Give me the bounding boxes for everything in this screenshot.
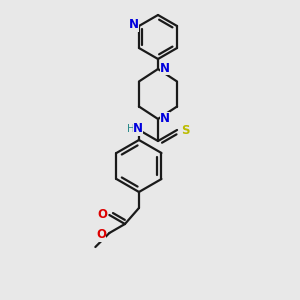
Text: N: N [133,122,143,136]
Text: O: O [98,208,107,220]
Text: N: N [129,19,139,32]
Text: S: S [181,124,189,136]
Text: H: H [127,124,135,134]
Text: O: O [96,229,106,242]
Text: N: N [160,112,170,124]
Text: N: N [160,61,170,74]
